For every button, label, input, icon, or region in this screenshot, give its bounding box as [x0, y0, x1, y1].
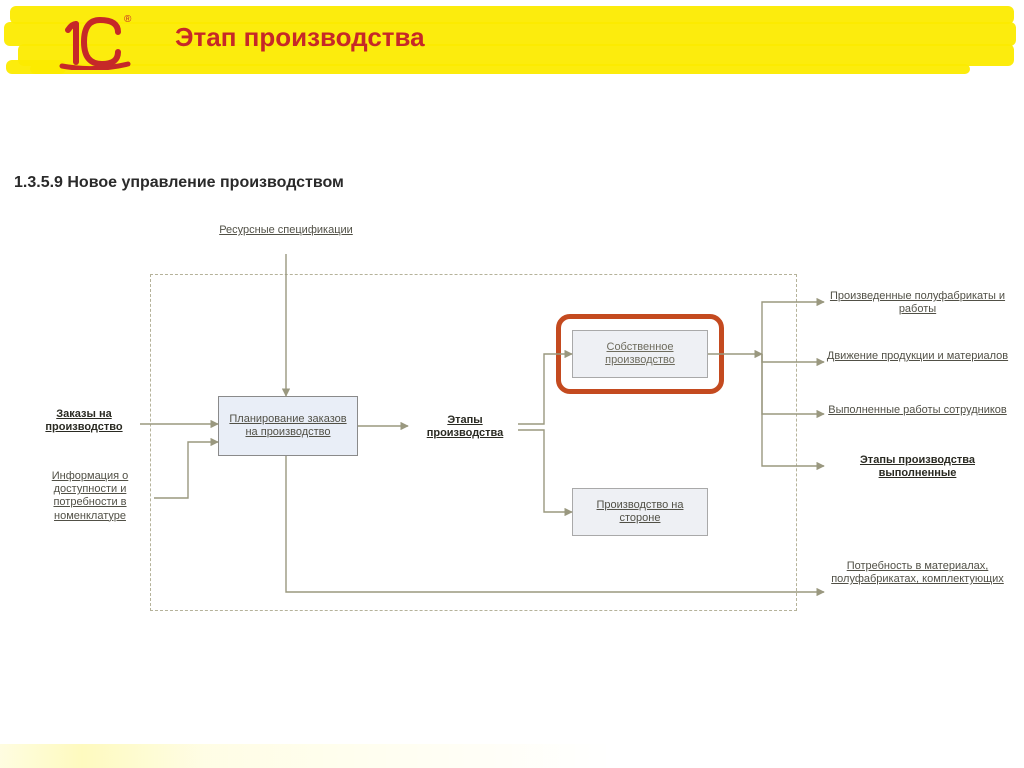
- svg-text:®: ®: [124, 14, 132, 25]
- node-external-production[interactable]: Производство на стороне: [572, 488, 708, 536]
- label-out-semi-finished[interactable]: Произведенные полуфабрикаты и работы: [825, 290, 1010, 316]
- footer-decoration: [0, 744, 1024, 768]
- label-out-material-need[interactable]: Потребность в материалах, полуфабрикатах…: [825, 560, 1010, 586]
- page-title: Этап производства: [175, 22, 425, 53]
- banner-stroke: [6, 60, 66, 74]
- diagram-root: ® Этап производства 1.3.5.9 Новое управл…: [0, 0, 1024, 768]
- node-own-production[interactable]: Собственное производство: [572, 330, 708, 378]
- section-heading: 1.3.5.9 Новое управление производством: [14, 174, 344, 192]
- label-stages[interactable]: Этапы производства: [410, 414, 520, 440]
- label-out-employee-work[interactable]: Выполненные работы сотрудников: [825, 404, 1010, 417]
- banner-stroke: [18, 44, 1014, 66]
- label-out-movement[interactable]: Движение продукции и материалов: [825, 350, 1010, 363]
- banner-stroke: [30, 64, 970, 74]
- label-orders[interactable]: Заказы на производство: [30, 408, 138, 434]
- label-out-stages-done[interactable]: Этапы производства выполненные: [825, 454, 1010, 480]
- node-planning[interactable]: Планирование заказов на производство: [218, 396, 358, 456]
- logo-1c: ®: [58, 10, 138, 70]
- banner-stroke: [4, 22, 1016, 46]
- label-resources[interactable]: Ресурсные спецификации: [216, 224, 356, 237]
- label-availability[interactable]: Информация о доступности и потребности в…: [30, 470, 150, 523]
